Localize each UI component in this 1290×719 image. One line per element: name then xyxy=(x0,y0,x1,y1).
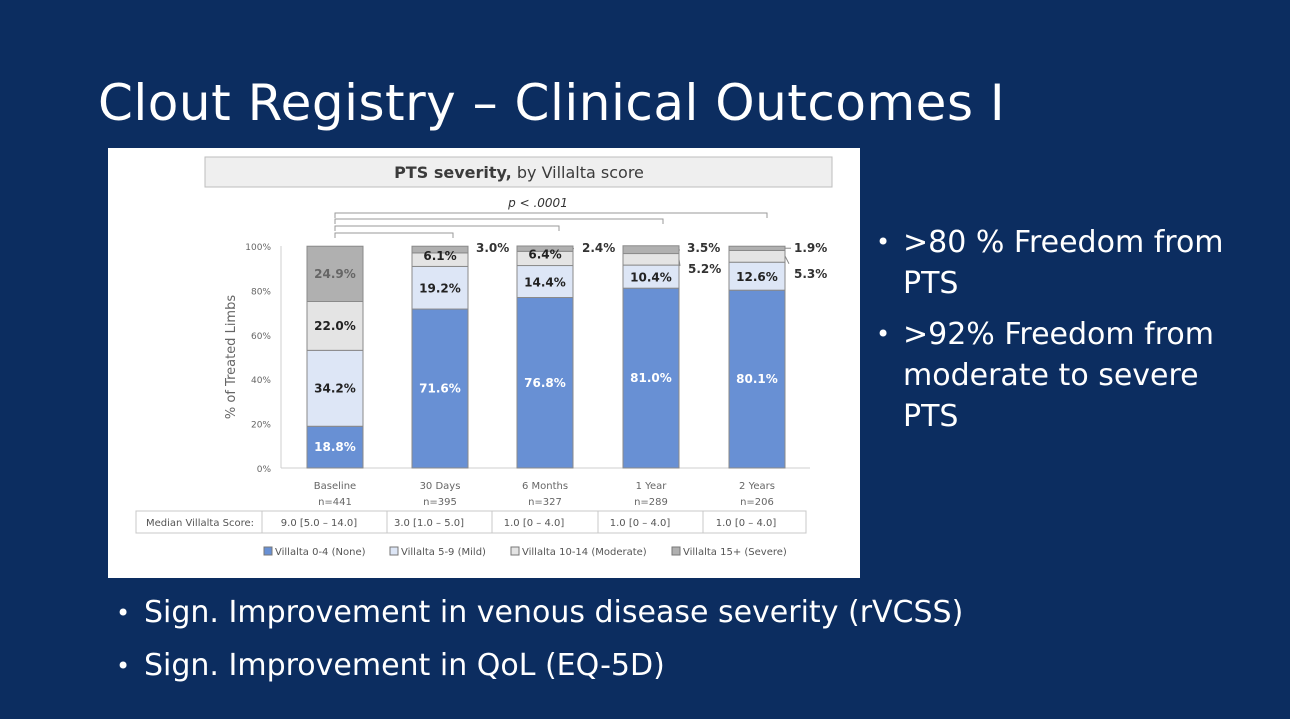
bar-value-label: 76.8% xyxy=(524,376,566,390)
y-tick-label: 20% xyxy=(251,421,271,431)
legend-swatch xyxy=(510,546,520,556)
x-n-label: n=441 xyxy=(318,497,352,508)
bar-segment xyxy=(411,245,469,254)
legend-label: Villalta 0-4 (None) xyxy=(275,547,366,558)
bar-segment xyxy=(306,245,364,302)
median-value: 1.0 [0 – 4.0] xyxy=(716,518,777,529)
bar-value-label: 6.1% xyxy=(423,249,456,263)
legend-swatch xyxy=(671,546,681,556)
legend-label: Villalta 10-14 (Moderate) xyxy=(522,547,647,558)
y-tick-label: 100% xyxy=(245,243,271,253)
x-n-label: n=395 xyxy=(423,497,457,508)
bar-segment xyxy=(622,287,680,469)
bullet-freedom-moderate-severe: >92% Freedom from moderate to severe PTS xyxy=(876,314,1256,437)
legend-label: Villalta 5-9 (Mild) xyxy=(401,547,486,558)
bar-value-label: 12.6% xyxy=(736,270,778,284)
y-axis-label: % of Treated Limbs xyxy=(224,295,239,419)
significance-bracket xyxy=(334,212,768,218)
bar-value-label: 5.2% xyxy=(688,262,721,276)
legend-swatch xyxy=(389,546,399,556)
x-n-label: n=327 xyxy=(528,497,562,508)
median-value: 3.0 [1.0 – 5.0] xyxy=(394,518,464,529)
y-tick-label: 0% xyxy=(257,465,272,475)
bar-value-label: 3.5% xyxy=(687,241,720,255)
median-value: 1.0 [0 – 4.0] xyxy=(504,518,565,529)
bar-value-label: 5.3% xyxy=(794,267,827,281)
bar-segment xyxy=(728,245,786,251)
x-n-label: n=289 xyxy=(634,497,668,508)
bar-value-label: 2.4% xyxy=(582,241,615,255)
median-row-box xyxy=(135,510,807,534)
bar-value-label: 81.0% xyxy=(630,371,672,385)
chart-title: PTS severity, by Villalta score xyxy=(394,163,644,182)
bullet-qol: Sign. Improvement in QoL (EQ-5D) xyxy=(116,645,1216,687)
bar-segment xyxy=(728,249,786,263)
bottom-bullet-list: Sign. Improvement in venous disease seve… xyxy=(116,592,1216,698)
bar-segment xyxy=(411,265,469,310)
callout-line xyxy=(784,255,790,264)
callout-line xyxy=(678,259,681,267)
x-category-label: 6 Months xyxy=(522,481,568,492)
slide-title: Clout Registry – Clinical Outcomes I xyxy=(98,74,1006,132)
bar-segment xyxy=(728,289,786,469)
bar-value-label: 14.4% xyxy=(524,276,566,290)
x-category-label: Baseline xyxy=(314,481,356,492)
y-tick-label: 80% xyxy=(251,287,271,297)
legend-label: Villalta 15+ (Severe) xyxy=(683,547,787,558)
bar-value-label: 34.2% xyxy=(314,381,356,395)
x-n-label: n=206 xyxy=(740,497,774,508)
bar-value-label: 18.8% xyxy=(314,440,356,454)
significance-bracket xyxy=(334,225,560,231)
bar-segment xyxy=(728,261,786,291)
bar-value-label: 71.6% xyxy=(419,382,461,396)
bar-value-label: 6.4% xyxy=(528,247,561,261)
x-category-label: 1 Year xyxy=(636,481,668,492)
chart-svg: PTS severity, by Villalta score p < .0001… xyxy=(135,156,833,558)
significance-bracket xyxy=(334,218,664,224)
bar-value-label: 22.0% xyxy=(314,319,356,333)
bar-value-label: 19.2% xyxy=(419,282,461,296)
y-tick-label: 60% xyxy=(251,332,271,342)
bullet-freedom-pts: >80 % Freedom from PTS xyxy=(876,222,1256,304)
bar-value-label: 1.9% xyxy=(794,241,827,255)
bar-segment xyxy=(622,253,680,266)
bullet-rvcss: Sign. Improvement in venous disease seve… xyxy=(116,592,1216,634)
bar-segment xyxy=(306,349,364,427)
p-value-label: p < .0001 xyxy=(507,196,568,210)
bar-segment xyxy=(622,245,680,255)
x-category-label: 2 Years xyxy=(739,481,775,492)
bar-value-label: 10.4% xyxy=(630,271,672,285)
y-tick-label: 40% xyxy=(251,376,271,386)
bar-segment xyxy=(306,301,364,351)
bar-value-label: 80.1% xyxy=(736,372,778,386)
bar-value-label: 3.0% xyxy=(476,241,509,255)
chart-title-box xyxy=(204,156,833,188)
median-value: 1.0 [0 – 4.0] xyxy=(610,518,671,529)
right-bullet-list: >80 % Freedom from PTS >92% Freedom from… xyxy=(876,222,1256,447)
bar-segment xyxy=(411,308,469,469)
pts-severity-chart: PTS severity, by Villalta score p < .0001… xyxy=(108,148,860,578)
significance-bracket xyxy=(334,232,454,238)
bar-value-label: 24.9% xyxy=(314,267,356,281)
legend-swatch xyxy=(263,546,273,556)
x-category-label: 30 Days xyxy=(420,481,461,492)
median-row-label: Median Villalta Score: xyxy=(146,518,254,529)
median-value: 9.0 [5.0 – 14.0] xyxy=(281,518,358,529)
